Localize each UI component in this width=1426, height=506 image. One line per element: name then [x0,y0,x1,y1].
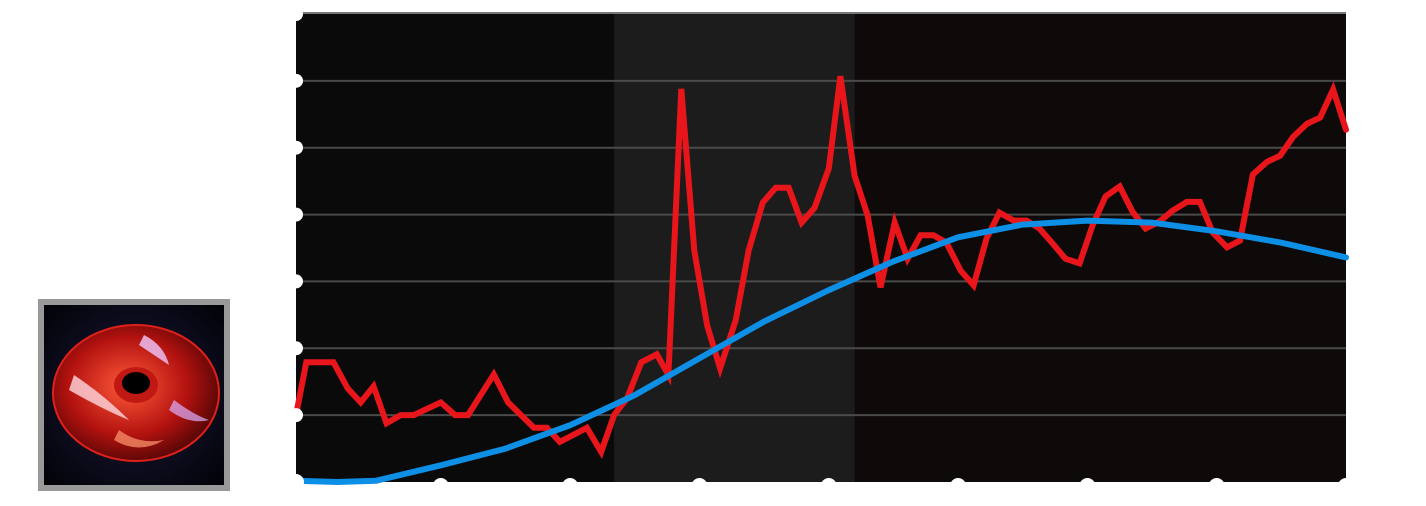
blue-trend-line [293,217,1349,486]
bottom-mask [286,486,1356,506]
fan-thumbnail [38,299,230,491]
red-series-line [293,75,1349,459]
y-tick-dot [289,73,303,88]
highlight-band [614,14,855,482]
y-tick-dot [289,207,303,222]
y-tick-dot [289,7,303,21]
y-tick-dot [289,408,303,423]
fan-photo-icon [44,305,224,485]
y-tick-dot [289,341,303,356]
y-tick-dot [289,274,303,289]
y-tick-dot [289,140,303,155]
